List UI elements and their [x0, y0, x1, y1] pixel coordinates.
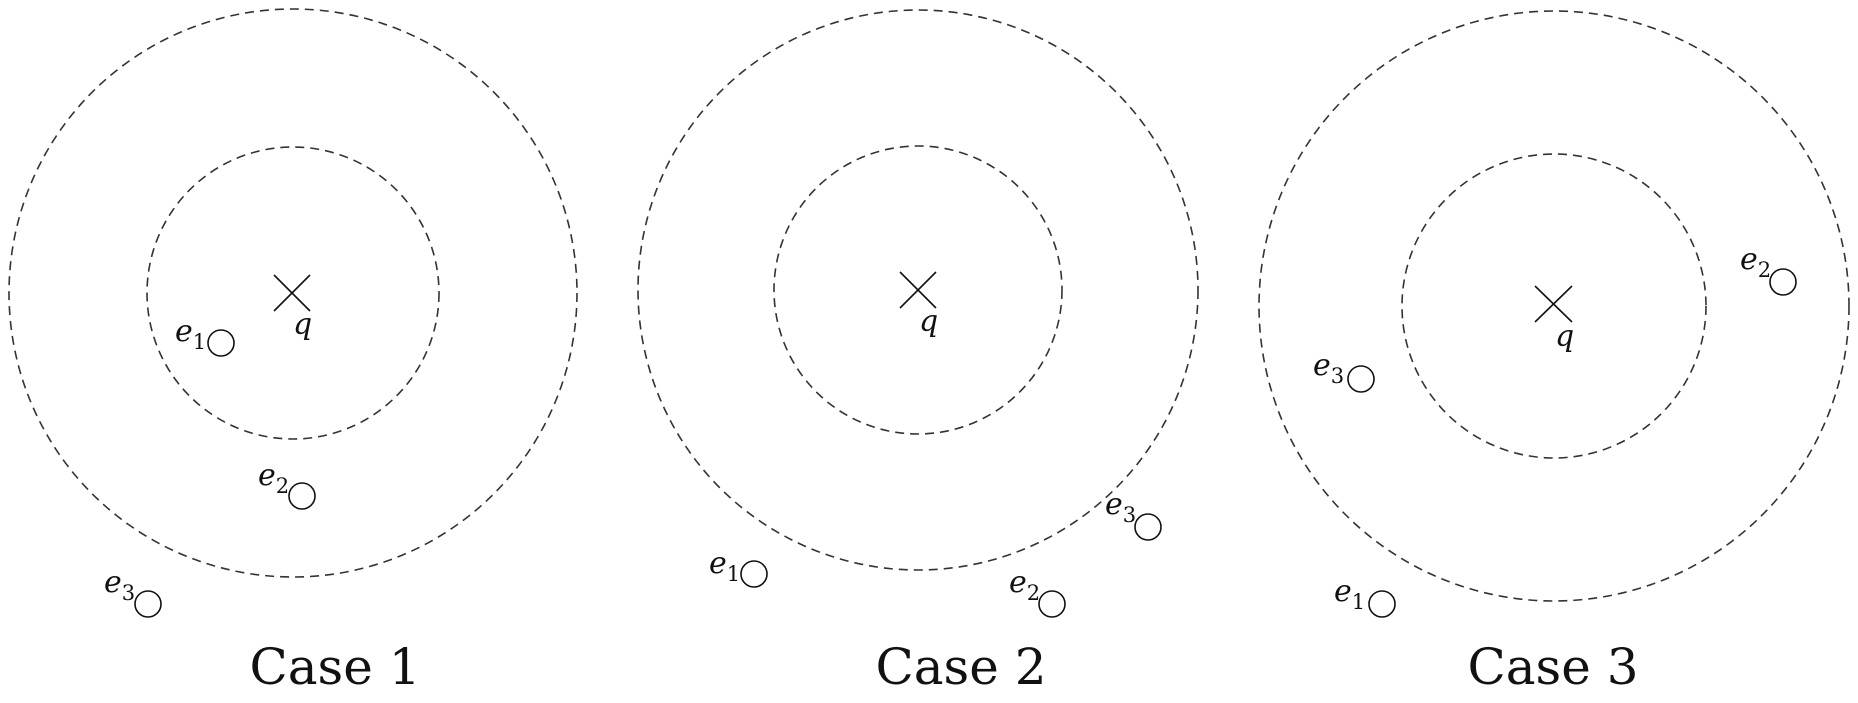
case-2-element-e3-dot — [1134, 513, 1162, 541]
case-1-element-e1-base: e — [175, 314, 193, 349]
case-1-element-e1-sub: 1 — [193, 330, 206, 354]
case-2-inner-ring — [773, 145, 1063, 435]
case-2-element-e3-sub: 3 — [1123, 503, 1136, 527]
case-2-title: Case 2 — [875, 638, 1046, 696]
case-2-panel: q e1 e2 e3 Case 2 — [637, 9, 1199, 696]
case-3-element-e1-sub: 1 — [1352, 590, 1365, 614]
case-3-element-e2-label: e2 — [1740, 242, 1771, 282]
case-2-query-label: q — [919, 304, 938, 339]
case-2-element-e1-sub: 1 — [727, 562, 740, 586]
case-2-element-e3-base: e — [1105, 487, 1123, 522]
case-1-outer-ring — [8, 8, 578, 578]
case-3-element-e2: e2 — [1740, 242, 1797, 296]
case-1-element-e2-dot — [288, 482, 316, 510]
case-2-element-e3: e3 — [1105, 487, 1162, 541]
case-1-inner-ring — [146, 146, 440, 440]
case-2-element-e2-label: e2 — [1009, 565, 1040, 605]
case-2-element-e2-sub: 2 — [1027, 581, 1040, 605]
case-3-element-e3-dot — [1347, 365, 1375, 393]
case-3-element-e3-label: e3 — [1313, 348, 1344, 388]
case-3-query-marker: q — [1534, 285, 1574, 354]
case-1-panel: q e1 e2 e3 Case 1 — [8, 8, 578, 696]
case-3-element-e2-sub: 2 — [1758, 258, 1771, 282]
case-2-element-e1-dot — [740, 560, 768, 588]
case-3-element-e3-base: e — [1313, 348, 1331, 383]
case-1-query-label: q — [293, 307, 312, 342]
case-2-element-e2-base: e — [1009, 565, 1027, 600]
case-1-element-e3-label: e3 — [104, 565, 135, 605]
case-1-element-e3-dot — [134, 590, 162, 618]
case-3-outer-ring — [1258, 10, 1850, 602]
case-3-element-e1: e1 — [1334, 574, 1396, 618]
case-1-element-e3-sub: 3 — [122, 581, 135, 605]
case-3-inner-ring — [1401, 153, 1707, 459]
case-1-element-e1-label: e1 — [175, 314, 206, 354]
case-2-element-e2: e2 — [1009, 565, 1066, 618]
case-3-element-e2-base: e — [1740, 242, 1758, 277]
case-3-panel: q e1 e2 e3 Case 3 — [1258, 10, 1850, 696]
case-1-query-cross-b — [273, 274, 311, 312]
case-1-element-e2-sub: 2 — [276, 474, 289, 498]
case-3-element-e1-dot — [1368, 590, 1396, 618]
case-1-title: Case 1 — [249, 638, 420, 696]
case-1-element-e1: e1 — [175, 314, 235, 357]
case-2-element-e1-label: e1 — [709, 546, 740, 586]
case-1-element-e2-label: e2 — [258, 458, 289, 498]
case-3-element-e1-base: e — [1334, 574, 1352, 609]
case-1-element-e2-base: e — [258, 458, 276, 493]
case-2-element-e1: e1 — [709, 546, 768, 588]
case-3-element-e2-dot — [1769, 268, 1797, 296]
case-2-query-marker: q — [899, 271, 938, 339]
case-3-title: Case 3 — [1467, 638, 1638, 696]
case-3-query-label: q — [1555, 319, 1574, 354]
case-1-element-e3-base: e — [104, 565, 122, 600]
case-3-element-e3: e3 — [1313, 348, 1375, 393]
case-2-element-e2-dot — [1038, 590, 1066, 618]
case-2-query-cross-b — [899, 271, 937, 309]
case-1-element-e2: e2 — [258, 458, 316, 510]
case-1-element-e3: e3 — [104, 565, 162, 618]
case-2-element-e1-base: e — [709, 546, 727, 581]
case-2-outer-ring — [637, 9, 1199, 571]
case-1-element-e1-dot — [207, 329, 235, 357]
case-3-element-e1-label: e1 — [1334, 574, 1365, 614]
case-3-element-e3-sub: 3 — [1331, 364, 1344, 388]
case-3-query-cross-b — [1534, 285, 1573, 323]
case-2-element-e3-label: e3 — [1105, 487, 1136, 527]
case-1-query-marker: q — [273, 274, 312, 342]
